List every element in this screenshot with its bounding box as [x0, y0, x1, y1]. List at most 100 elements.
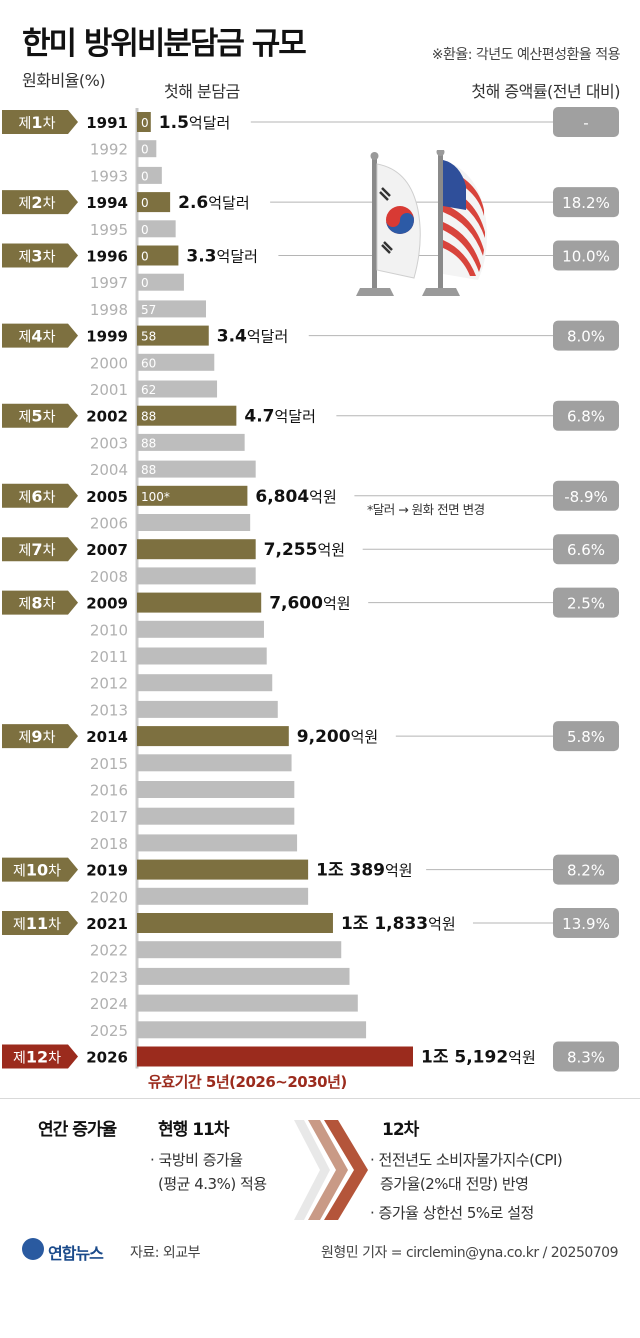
bar — [137, 754, 292, 772]
agreement-label: 제8차 — [19, 594, 56, 613]
year-label: 2005 — [86, 488, 128, 506]
increase-label: 18.2% — [562, 194, 610, 212]
ratio-label: 88 — [141, 463, 156, 477]
new-line-2: 증가율(2%대 전망) 반영 — [380, 1175, 529, 1193]
bar — [137, 592, 262, 613]
year-label: 2007 — [86, 541, 128, 559]
agreement-tag — [2, 483, 78, 508]
ratio-label: 0 — [141, 169, 149, 183]
bar — [137, 726, 289, 747]
bar — [137, 620, 264, 638]
year-label: 2025 — [90, 1022, 128, 1040]
year-label: 1991 — [86, 114, 128, 132]
year-label: 2014 — [86, 728, 128, 746]
bar — [137, 994, 358, 1012]
year-label: 2024 — [90, 995, 128, 1013]
bar — [137, 700, 278, 718]
increase-label: 8.3% — [567, 1049, 605, 1067]
increase-label: 8.2% — [567, 862, 605, 880]
bar — [137, 913, 333, 933]
year-label: 2020 — [90, 888, 128, 906]
increase-pill — [553, 320, 619, 351]
increase-pill — [553, 240, 619, 271]
yonhap-logo-icon — [22, 1238, 44, 1260]
agreement-tag — [2, 190, 78, 215]
increase-pill — [553, 908, 619, 938]
agreement-label: 제4차 — [19, 327, 56, 346]
increase-label: 2.5% — [567, 595, 605, 613]
ratio-label: 0 — [141, 223, 149, 237]
bar — [137, 460, 256, 478]
transition-arrows-icon — [294, 1120, 368, 1220]
footer-divider-top — [0, 1098, 640, 1099]
bar — [137, 353, 215, 371]
exchange-note: ※환율: 각년도 예산편성환율 적용 — [431, 47, 621, 63]
bar — [137, 325, 209, 346]
validity-period: 유효기간 5년(2026~2030년) — [148, 1073, 347, 1091]
year-label: 2003 — [90, 434, 128, 452]
year-label: 2010 — [90, 621, 128, 639]
bar — [137, 166, 162, 184]
current-line-1: · 국방비 증가율 — [150, 1151, 243, 1169]
bar — [137, 245, 179, 266]
ratio-label: 0 — [141, 196, 149, 210]
currency-change-note: *달러 → 원화 전면 변경 — [367, 502, 485, 517]
year-label: 1999 — [86, 328, 128, 346]
first-year-increase-header: 첫해 증액률(전년 대비) — [471, 82, 620, 101]
agreement-tag — [2, 1044, 78, 1069]
cost-sharing-chart: 1991 0 제1차 1.5억달러 - 1992 0 1993 0 1994 0 제2차 2.6억달러 1… — [2, 107, 619, 1072]
amount-label: 1.5억달러 — [159, 113, 231, 133]
increase-label: -8.9% — [564, 488, 608, 506]
bar — [137, 300, 206, 318]
agreement-tag — [2, 243, 78, 268]
amount-label: 7,600억원 — [269, 594, 350, 614]
increase-pill — [553, 721, 619, 752]
agreement-label: 제3차 — [19, 247, 56, 266]
korea-flag-icon — [356, 152, 421, 296]
amount-label: 4.7억달러 — [244, 407, 316, 427]
year-label: 1995 — [90, 221, 128, 239]
bar — [137, 567, 256, 585]
increase-pill — [553, 1041, 619, 1072]
agreement-label: 제1차 — [19, 113, 56, 132]
bar — [137, 192, 171, 213]
ratio-label: 58 — [141, 330, 156, 344]
year-label: 2012 — [90, 675, 128, 693]
year-label: 2001 — [90, 381, 128, 399]
increase-label: 6.8% — [567, 408, 605, 426]
us-flag-icon — [422, 150, 487, 296]
bar — [137, 405, 237, 426]
source: 자료: 외교부 — [130, 1245, 201, 1261]
page-title: 한미 방위비분담금 규모 — [22, 26, 307, 62]
bar — [137, 273, 184, 291]
agreement-tag — [2, 857, 78, 882]
agreement-tag — [2, 911, 78, 935]
increase-pill — [553, 400, 619, 431]
amount-label: 9,200억원 — [297, 727, 378, 747]
agreement-tag — [2, 537, 78, 562]
year-label: 1998 — [90, 301, 128, 319]
new-line-3: · 증가율 상한선 5%로 설정 — [370, 1204, 534, 1222]
ratio-label: 0 — [141, 250, 149, 264]
year-label: 2013 — [90, 701, 128, 719]
agreement-label: 제6차 — [19, 487, 56, 506]
increase-label: 13.9% — [562, 915, 610, 933]
increase-pill — [553, 187, 619, 218]
bar — [137, 941, 342, 959]
bar — [137, 1021, 367, 1039]
increase-label: - — [583, 114, 588, 132]
year-label: 2022 — [90, 942, 128, 960]
amount-label: 3.3억달러 — [186, 247, 258, 267]
won-ratio-header: 원화비율(%) — [22, 71, 106, 90]
agreement-tag — [2, 403, 78, 428]
amount-label: 6,804억원 — [255, 487, 336, 507]
increase-label: 6.6% — [567, 541, 605, 559]
bar — [137, 807, 295, 825]
current-agreement-title: 현행 11차 — [158, 1120, 229, 1140]
year-label: 2009 — [86, 595, 128, 613]
year-label: 2011 — [90, 648, 128, 666]
increase-label: 10.0% — [562, 248, 610, 266]
amount-label: 1조 1,833억원 — [341, 914, 456, 934]
agreement-label: 제5차 — [19, 407, 56, 426]
agreement-tag — [2, 323, 78, 348]
